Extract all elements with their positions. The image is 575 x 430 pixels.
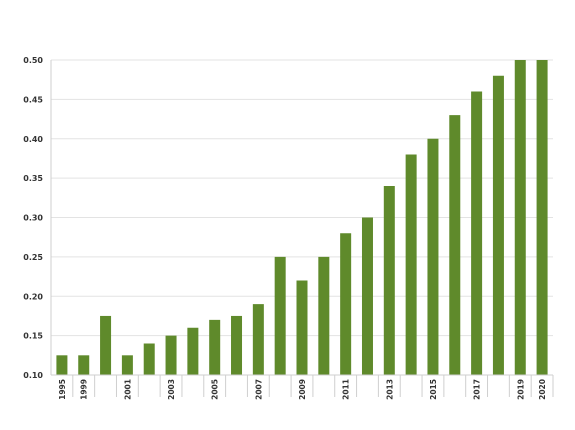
- x-tick-label: 2020: [538, 379, 547, 400]
- bar: [209, 319, 221, 375]
- bar: [78, 355, 90, 375]
- y-tick-label: 0.40: [23, 135, 43, 144]
- bar: [252, 304, 264, 375]
- bar: [427, 138, 439, 375]
- bar: [274, 256, 286, 375]
- y-tick-label: 0.30: [23, 214, 43, 223]
- bar: [405, 154, 417, 375]
- x-tick-label: 2003: [167, 379, 176, 400]
- y-tick-label: 0.45: [23, 95, 43, 104]
- x-tick-label: 2001: [123, 379, 132, 400]
- bar: [361, 217, 373, 375]
- y-tick-label: 0.50: [23, 56, 43, 65]
- bar: [536, 60, 548, 375]
- axes: [50, 60, 554, 397]
- bar: [383, 186, 395, 375]
- bar: [165, 335, 177, 375]
- x-tick-labels: 1995 1999 2001 2003 2005 2007 2009 2011 2013 2015…: [58, 379, 547, 400]
- bar: [296, 280, 308, 375]
- bar: [318, 256, 330, 375]
- x-tick-label: 2013: [385, 379, 394, 400]
- bar: [143, 343, 155, 375]
- bar: [100, 315, 112, 375]
- bar: [449, 115, 461, 375]
- x-tick-label: 2007: [254, 379, 263, 400]
- x-tick-label: 2019: [516, 379, 525, 400]
- bar: [514, 60, 526, 375]
- x-tick-label: 1995: [58, 379, 67, 400]
- bar: [492, 75, 504, 375]
- bar: [121, 355, 133, 375]
- y-tick-label: 0.10: [23, 371, 43, 380]
- x-tick-label: 2005: [211, 379, 220, 400]
- y-tick-label: 0.25: [23, 253, 43, 262]
- bar: [340, 233, 352, 375]
- y-tick-label: 0.15: [23, 332, 43, 341]
- y-tick-label: 0.20: [23, 292, 43, 301]
- x-tick-label: 2015: [429, 379, 438, 400]
- bar: [471, 91, 483, 375]
- bar: [187, 327, 199, 375]
- x-tick-label: 1999: [80, 379, 89, 400]
- bar: [231, 315, 243, 375]
- x-tick-label: 2017: [473, 379, 482, 400]
- grid-lines: [51, 59, 553, 376]
- y-tick-labels: 0.10 0.15 0.20 0.25 0.30 0.35 0.40 0.45 0.50: [23, 56, 43, 380]
- x-tick-label: 2009: [298, 379, 307, 400]
- x-tick-label: 2011: [342, 379, 351, 400]
- bars: [56, 60, 548, 375]
- bar: [56, 355, 68, 375]
- y-tick-label: 0.35: [23, 174, 43, 183]
